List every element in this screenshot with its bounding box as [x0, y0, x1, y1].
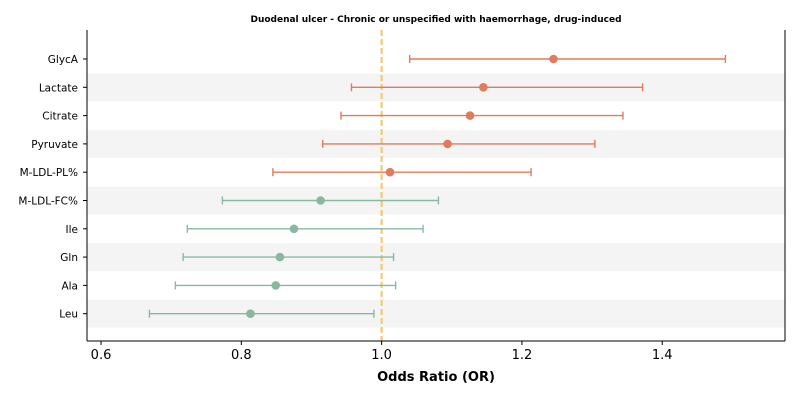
row-ala: [174, 281, 397, 290]
or-point: [316, 196, 325, 205]
row-glyca: [408, 54, 727, 64]
row-leu: [148, 309, 375, 319]
chart-title: Duodenal ulcer - Chronic or unspecified …: [250, 15, 621, 25]
y-tick-label: GlycA: [48, 54, 79, 66]
x-tick-label: 0.8: [231, 348, 252, 363]
y-tick-label: M-LDL-FC%: [18, 196, 78, 208]
row-citrate: [340, 111, 624, 120]
y-tick-label: Lactate: [39, 82, 78, 94]
or-point: [385, 167, 395, 177]
x-axis-label: Odds Ratio (OR): [377, 370, 495, 385]
y-tick-label: Gln: [60, 252, 78, 264]
y-tick-label: Pyruvate: [31, 139, 78, 151]
row-gln: [182, 252, 395, 262]
x-tick-label: 0.6: [91, 348, 112, 363]
or-point: [465, 111, 475, 120]
or-point: [289, 224, 299, 234]
y-tick-label: Leu: [59, 309, 78, 321]
or-point: [443, 139, 452, 149]
or-point: [271, 281, 281, 290]
x-tick-label: 1.4: [652, 348, 673, 363]
row-ile: [186, 224, 424, 234]
or-point: [246, 309, 255, 319]
y-tick-label: Ile: [66, 224, 78, 236]
x-tick-label: 1.2: [512, 348, 533, 363]
row-lactate: [350, 83, 644, 92]
estimate-marks: [148, 54, 727, 319]
x-tick-label: 1.0: [371, 348, 392, 363]
or-point: [479, 83, 488, 92]
y-tick-label: Ala: [61, 280, 78, 292]
row-m-ldl-pl-: [272, 167, 532, 177]
row-pyruvate: [322, 139, 596, 149]
y-tick-label: M-LDL-PL%: [20, 167, 78, 179]
or-point: [549, 54, 558, 64]
or-point: [275, 252, 285, 262]
axes: GlycA Lactate Citrate Pyruvate M-LDL-PL% M-LD…: [18, 30, 786, 363]
row-m-ldl-fc-: [221, 196, 440, 205]
y-tick-label: Citrate: [42, 111, 78, 123]
